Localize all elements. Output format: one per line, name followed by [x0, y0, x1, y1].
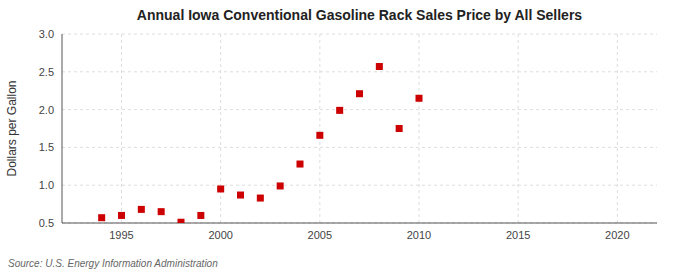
point — [396, 125, 403, 132]
y-tick-label: 1.5 — [39, 141, 54, 153]
y-tick-label: 3.0 — [39, 28, 54, 40]
x-tick-label: 1995 — [109, 229, 133, 241]
axes: 1995 2000 2005 2010 2015 2020 0.5 1.0 1.5 2.0 2.5 3… — [39, 28, 657, 241]
x-tick-label: 2010 — [407, 229, 431, 241]
point — [336, 107, 343, 114]
x-grid-line — [518, 34, 519, 223]
point — [297, 161, 304, 168]
point — [237, 192, 244, 199]
x-grid-line — [617, 34, 618, 223]
x-grid-line — [121, 34, 122, 223]
y-tick-label: 1.0 — [39, 179, 54, 191]
point — [277, 182, 284, 189]
y-grid-line — [62, 147, 657, 148]
point — [376, 63, 383, 70]
point — [98, 214, 105, 221]
y-grid-line — [62, 109, 657, 110]
point — [416, 95, 423, 102]
grid — [62, 34, 657, 223]
source-note: Source: U.S. Energy Information Administ… — [8, 258, 218, 269]
point — [178, 219, 185, 223]
chart-container: 1995 2000 2005 2010 2015 2020 0.5 1.0 1.5 2.0 2.5 3… — [0, 0, 675, 275]
x-grid-line — [220, 34, 221, 223]
y-tick-label: 2.5 — [39, 66, 54, 78]
x-tick-label: 2015 — [506, 229, 530, 241]
chart-svg: 1995 2000 2005 2010 2015 2020 0.5 1.0 1.5 2.0 2.5 3… — [0, 0, 675, 275]
y-grid-line — [62, 34, 657, 35]
y-tick-label: 0.5 — [39, 217, 54, 229]
point — [257, 195, 264, 202]
y-grid-line — [62, 223, 657, 224]
y-tick-label: 2.0 — [39, 104, 54, 116]
x-axis-line — [62, 223, 657, 224]
point — [197, 212, 204, 219]
point — [138, 206, 145, 213]
y-grid-line — [62, 185, 657, 186]
x-tick-label: 2000 — [208, 229, 232, 241]
y-axis-label: Dollars per Gallon — [5, 80, 19, 176]
y-grid-line — [62, 71, 657, 72]
points — [98, 63, 422, 223]
point — [158, 208, 165, 215]
x-tick-label: 2020 — [605, 229, 629, 241]
point — [356, 90, 363, 97]
title: Annual Iowa Conventional Gasoline Rack S… — [137, 7, 583, 23]
x-grid-line — [419, 34, 420, 223]
point — [217, 185, 224, 192]
y-axis-line — [62, 34, 63, 223]
x-tick-label: 2005 — [308, 229, 332, 241]
point — [316, 132, 323, 139]
point — [118, 212, 125, 219]
x-grid-line — [319, 34, 320, 223]
